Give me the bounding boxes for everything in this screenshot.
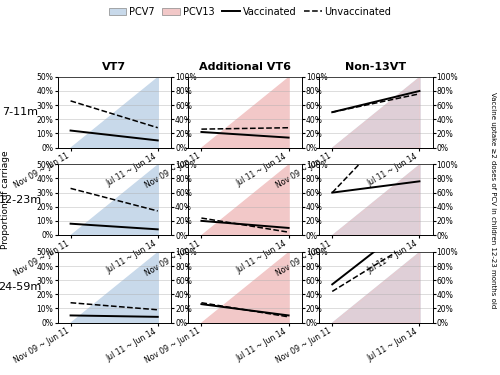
Text: VT7: VT7 — [102, 62, 126, 72]
Text: 7-11m: 7-11m — [2, 107, 38, 117]
Text: Non-13VT: Non-13VT — [346, 62, 406, 72]
Text: 24-59m: 24-59m — [0, 282, 42, 292]
Text: Additional VT6: Additional VT6 — [199, 62, 291, 72]
Text: 12-23m: 12-23m — [0, 195, 42, 205]
Text: Proportion of carriage: Proportion of carriage — [2, 150, 11, 249]
Legend: PCV7, PCV13, Vaccinated, Unvaccinated: PCV7, PCV13, Vaccinated, Unvaccinated — [104, 3, 396, 21]
Text: Vaccine uptake ≥2 doses of PCV in children 12-23 months old: Vaccine uptake ≥2 doses of PCV in childr… — [490, 92, 496, 308]
